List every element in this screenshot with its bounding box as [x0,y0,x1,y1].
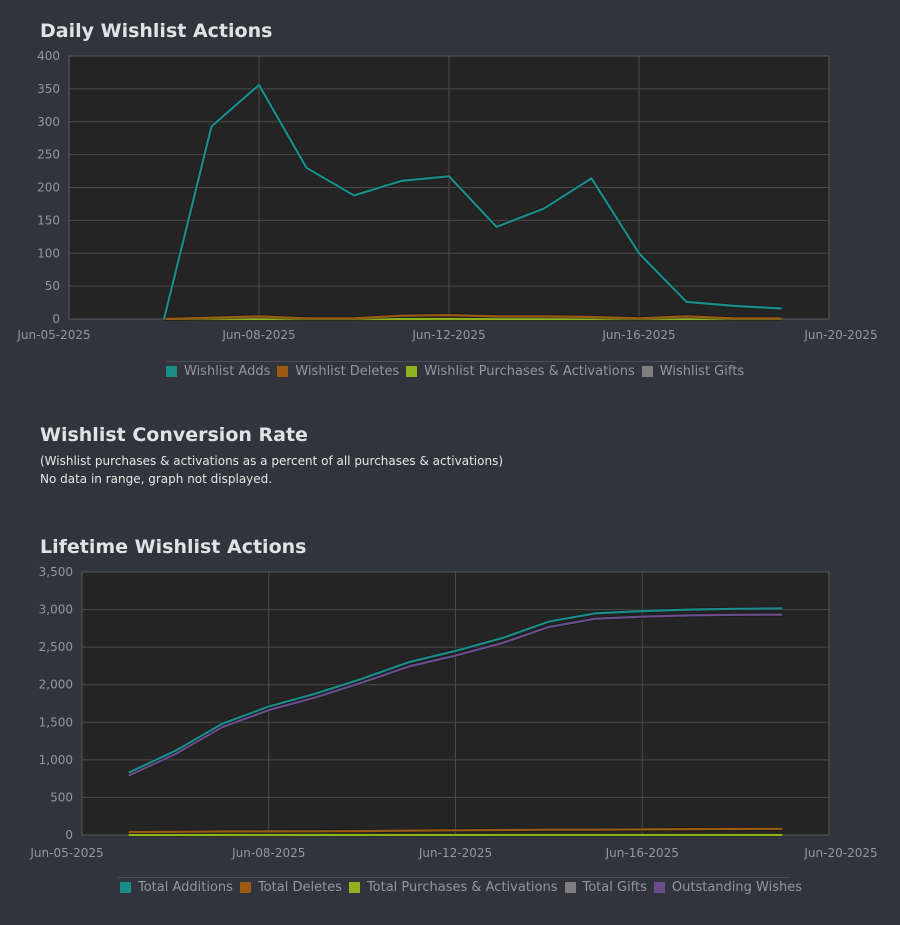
y-tick-label: 400 [37,49,60,63]
y-tick-label: 1,000 [39,753,73,767]
legend-swatch [653,882,665,893]
y-tick-label: 50 [45,279,60,293]
daily-chart-title: Daily Wishlist Actions [40,20,273,42]
x-tick-label: Jun-12-2025 [418,846,492,860]
legend-item[interactable]: Wishlist Adds [166,364,270,379]
legend-swatch [564,882,576,893]
legend-swatch [166,366,177,377]
legend-swatch [239,882,251,893]
y-tick-label: 0 [65,828,73,842]
x-tick-label: Jun-08-2025 [231,846,305,860]
y-tick-label: 0 [52,312,60,326]
legend-item[interactable]: Wishlist Purchases & Activations [406,364,635,379]
daily-chart-legend: Wishlist Adds Wishlist Deletes Wishlist Pu… [166,364,751,379]
y-tick-label: 150 [37,213,60,227]
legend-item[interactable]: Wishlist Gifts [641,364,745,379]
y-tick-label: 300 [37,115,60,129]
conversion-title: Wishlist Conversion Rate [40,424,308,446]
legend-item[interactable]: Total Purchases & Activations [348,880,558,895]
legend-swatch [641,366,653,377]
daily-wishlist-chart: 0 50 100 150 200 250 300 350 400 Jun-05-2025 Jun-0… [16,49,877,342]
y-tick-label: 2,000 [39,678,73,692]
x-tick-label: Jun-08-2025 [221,328,295,342]
legend-label: Total Gifts [582,880,647,895]
lifetime-chart-legend: Total Additions Total Deletes Total Purcha… [120,880,809,895]
x-tick-label: Jun-16-2025 [601,328,675,342]
legend-label: Wishlist Gifts [659,364,745,379]
conversion-no-data-note: No data in range, graph not displayed. [40,472,273,486]
y-tick-label: 3,000 [39,603,73,617]
legend-swatch [277,366,289,377]
legend-label: Total Deletes [257,880,342,895]
legend-swatch [406,366,418,377]
y-tick-label: 2,500 [39,640,73,654]
x-tick-label: Jun-20-2025 [803,328,877,342]
series-line [163,314,782,321]
y-tick-label: 100 [37,246,60,260]
daily-legend-divider [166,361,736,362]
legend-item[interactable]: Wishlist Deletes [277,364,399,379]
legend-swatch [348,882,360,893]
legend-item[interactable]: Total Additions [120,880,233,895]
legend-label: Wishlist Purchases & Activations [424,364,635,379]
legend-item[interactable]: Total Gifts [564,880,647,895]
y-tick-label: 250 [37,148,60,162]
lifetime-wishlist-chart: 0 500 1,000 1,500 2,000 2,500 3,000 3,500 Jun-05… [29,565,877,860]
series-line [128,613,783,777]
legend-label: Wishlist Adds [184,364,271,379]
x-tick-label: Jun-12-2025 [411,328,485,342]
series-line [162,83,782,320]
series-line [128,607,783,774]
x-tick-label: Jun-20-2025 [803,846,877,860]
y-tick-label: 1,500 [39,715,73,729]
legend-swatch [120,882,131,893]
y-tick-label: 350 [37,82,60,96]
legend-label: Outstanding Wishes [671,880,803,895]
legend-label: Total Purchases & Activations [366,880,558,895]
legend-item[interactable]: Total Deletes [239,880,342,895]
y-tick-label: 200 [37,181,60,195]
x-tick-label: Jun-05-2025 [29,846,103,860]
y-tick-label: 500 [50,790,73,804]
lifetime-legend-divider [118,877,790,878]
conversion-subtitle: (Wishlist purchases & activations as a p… [40,454,504,468]
y-tick-label: 3,500 [39,565,73,579]
x-tick-label: Jun-16-2025 [605,846,679,860]
x-tick-label: Jun-05-2025 [16,328,90,342]
lifetime-chart-title: Lifetime Wishlist Actions [40,536,307,558]
legend-label: Wishlist Deletes [295,364,400,379]
legend-item[interactable]: Outstanding Wishes [653,880,803,895]
series-line [128,827,783,834]
legend-label: Total Additions [138,880,233,895]
